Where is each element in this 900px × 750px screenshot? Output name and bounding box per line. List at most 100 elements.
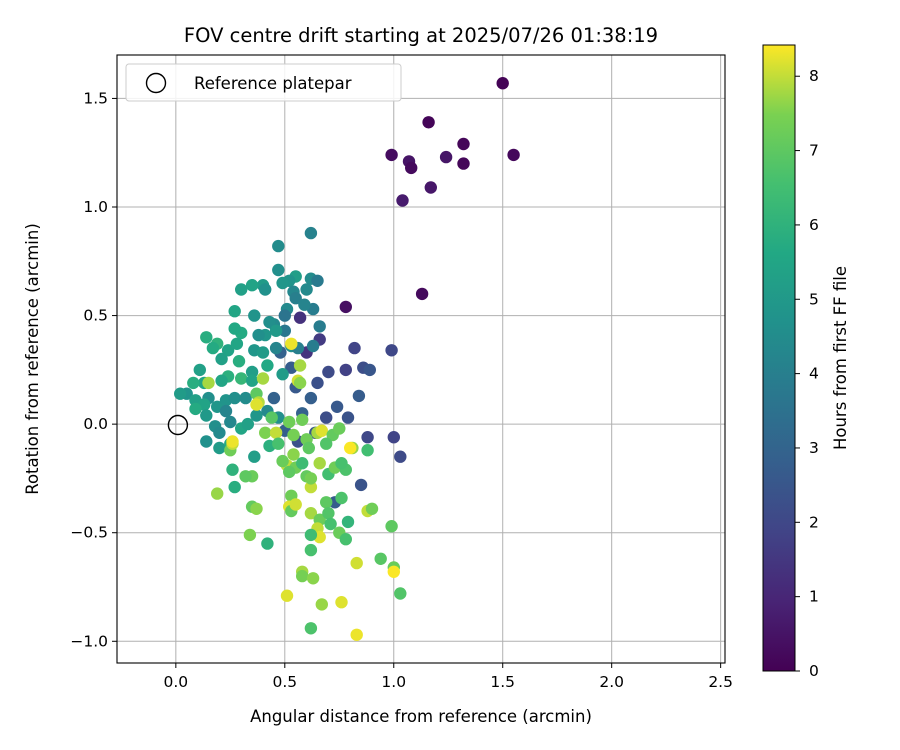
data-point	[350, 628, 363, 641]
data-point	[352, 389, 366, 403]
y-tick-label: 0.5	[83, 307, 108, 325]
data-point	[278, 324, 291, 337]
data-point	[256, 346, 270, 359]
data-point	[422, 116, 435, 129]
data-point	[265, 411, 278, 424]
y-axis-label: Rotation from reference (arcmin)	[23, 223, 42, 495]
data-point	[200, 409, 213, 422]
colorbar: 0 1 2 3 4 5 6 7 8 Hours from first FF file	[762, 44, 850, 680]
data-point	[396, 194, 409, 207]
data-point	[276, 368, 289, 381]
data-point	[226, 435, 239, 448]
data-point	[394, 587, 407, 600]
data-point	[272, 239, 285, 253]
data-point	[324, 517, 337, 531]
reference-platepar-marker	[167, 414, 189, 436]
data-point	[322, 365, 335, 379]
y-tick-label: 1.5	[83, 89, 108, 107]
data-point	[250, 409, 263, 422]
data-point	[385, 344, 398, 357]
data-point	[415, 287, 429, 301]
data-point	[293, 311, 307, 324]
data-point	[283, 465, 296, 479]
data-point	[239, 470, 252, 483]
legend-reference-marker	[145, 72, 167, 94]
data-point	[311, 274, 324, 287]
colorbar-tick-label: 8	[809, 67, 819, 85]
data-point	[272, 437, 285, 450]
colorbar-label: Hours from first FF file	[831, 266, 850, 450]
data-point	[335, 596, 348, 609]
data-point	[250, 502, 263, 515]
data-point	[228, 391, 241, 405]
data-point	[248, 450, 261, 463]
y-tick-label: 1.0	[83, 198, 108, 216]
data-point	[259, 426, 272, 439]
data-point	[361, 431, 374, 444]
data-point	[228, 322, 241, 335]
data-point	[385, 520, 398, 533]
data-point	[344, 441, 357, 455]
data-point	[206, 341, 220, 355]
x-tick-label: 1.0	[381, 673, 406, 691]
data-point	[219, 404, 233, 418]
data-point	[213, 441, 226, 455]
y-tick-label: 0.0	[83, 415, 108, 433]
colorbar-tick-label: 5	[809, 290, 819, 308]
data-point	[193, 363, 206, 377]
data-point	[304, 507, 318, 520]
data-point	[457, 137, 470, 151]
colorbar-tick-label: 2	[809, 513, 819, 531]
data-point	[313, 457, 326, 470]
data-point	[394, 450, 407, 463]
data-point	[232, 355, 246, 368]
x-axis-label: Angular distance from reference (arcmin)	[250, 707, 592, 726]
data-point	[289, 292, 302, 305]
data-point	[320, 411, 333, 424]
data-point	[213, 426, 226, 439]
data-point	[263, 315, 276, 329]
data-point	[361, 444, 374, 457]
data-point	[306, 572, 320, 585]
data-point	[276, 276, 289, 290]
colorbar-tick-label: 7	[809, 142, 819, 160]
x-tick-label: 2.0	[599, 673, 624, 691]
data-point	[457, 157, 470, 170]
data-point	[339, 363, 352, 377]
data-point	[350, 556, 363, 570]
data-point	[341, 515, 355, 529]
data-point	[348, 341, 361, 355]
data-point	[335, 457, 348, 470]
y-tick-label: −1.0	[70, 632, 108, 650]
data-point	[243, 528, 257, 542]
y-tick-label: −0.5	[70, 524, 108, 542]
data-point	[189, 402, 202, 416]
legend: Reference platepar	[125, 63, 402, 102]
plot-frame	[116, 54, 726, 664]
data-point	[363, 363, 376, 377]
x-axis-ticks: 0.0 0.5 1.0 1.5 2.0 2.5	[164, 663, 733, 691]
data-point	[226, 463, 239, 476]
data-point	[507, 148, 520, 162]
data-point	[311, 376, 324, 390]
x-tick-label: 0.5	[272, 673, 297, 691]
data-point	[252, 328, 265, 342]
data-point	[306, 339, 320, 353]
data-point	[354, 478, 368, 492]
data-point	[215, 352, 228, 366]
data-point	[215, 374, 228, 387]
x-tick-label: 0.0	[164, 673, 189, 691]
data-point	[313, 320, 326, 333]
data-point	[385, 148, 398, 162]
colorbar-tick-label: 3	[809, 439, 819, 457]
data-point	[202, 376, 215, 390]
data-point	[200, 331, 213, 344]
data-point	[256, 372, 270, 385]
data-point	[250, 398, 263, 411]
data-point	[174, 387, 187, 400]
colorbar-tick-label: 4	[809, 365, 819, 383]
data-point	[330, 400, 344, 413]
data-point	[261, 537, 274, 550]
colorbar-gradient	[762, 44, 796, 672]
data-point	[315, 424, 328, 437]
